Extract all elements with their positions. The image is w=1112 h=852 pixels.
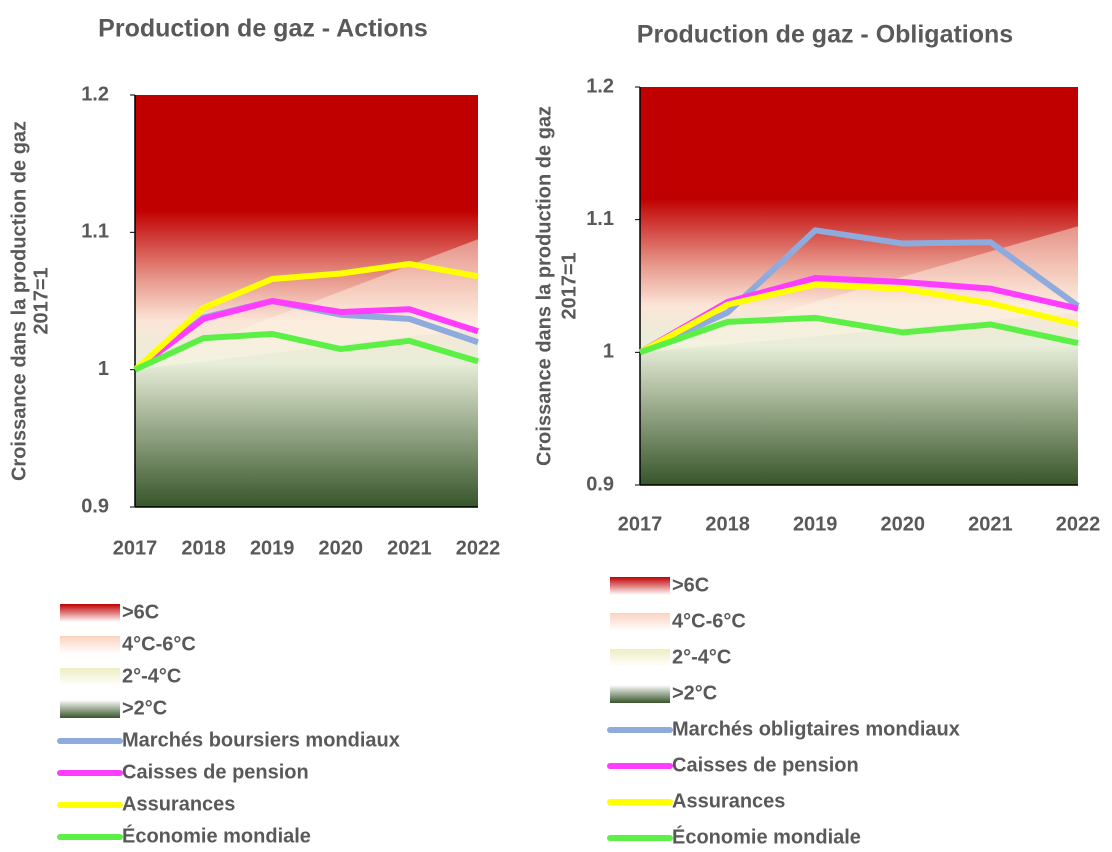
x-tick-label: 2017 [113,537,158,559]
x-tick-label: 2022 [1056,513,1101,535]
y-axis-label: Croissance dans la production de gaz [533,106,555,466]
x-tick-label: 2017 [618,513,663,535]
legend-label: >6C [672,574,709,596]
y-tick-label: 1.2 [81,83,109,105]
y-axis-sublabel: 2017=1 [558,252,580,319]
legend-swatch [610,613,670,631]
x-tick-label: 2021 [968,513,1013,535]
legend-swatch [60,668,120,686]
y-tick-label: 1.2 [586,75,614,97]
series-line [638,227,1080,356]
legend-label: Marchés boursiers mondiaux [122,729,400,751]
x-tick-label: 2018 [705,513,750,535]
y-axis-sublabel: 2017=1 [30,267,52,334]
x-tick-label: 2019 [793,513,838,535]
chart-title: Production de gaz - Obligations [637,21,1013,49]
y-tick-label: 0.9 [586,473,614,495]
legend-swatch [60,604,120,622]
legend-label: >6C [122,601,159,623]
legend-label: Assurances [122,793,235,815]
legend-label: Économie mondiale [672,825,861,848]
legend-swatch [610,685,670,703]
background-bands [135,95,478,507]
y-tick-label: 1 [98,358,109,380]
x-tick-label: 2019 [250,537,295,559]
legend-label: 2°-4°C [122,665,181,687]
series-line [132,260,479,372]
legend-label: Caisses de pension [672,754,859,776]
y-tick-label: 1.1 [586,208,614,230]
legend-label: Assurances [672,790,785,812]
legend-label: Caisses de pension [122,761,309,783]
series-line [133,330,479,373]
y-axis-label: Croissance dans la production de gaz [8,121,30,481]
legend-label: Marchés obligtaires mondiaux [672,718,960,740]
legend-swatch [610,649,670,667]
legend-label: Économie mondiale [122,824,311,847]
legend-label: 4°C-6°C [672,610,746,632]
x-tick-label: 2018 [181,537,226,559]
y-tick-label: 0.9 [81,495,109,517]
legend-label: >2°C [672,682,717,704]
legend-label: >2°C [122,697,167,719]
series-line [639,314,1079,356]
x-tick-label: 2020 [319,537,364,559]
legend-swatch [60,700,120,718]
y-tick-label: 1 [603,341,614,363]
x-tick-label: 2020 [881,513,926,535]
series-line [133,298,479,373]
series-line [638,281,1079,355]
x-tick-label: 2022 [456,537,501,559]
band-wedge [135,239,478,370]
chart-title: Production de gaz - Actions [98,15,428,43]
legend-label: 4°C-6°C [122,633,196,655]
y-tick-label: 1.1 [81,221,109,243]
legend-label: 2°-4°C [672,646,731,668]
legend-swatch [610,577,670,595]
legend-swatch [60,636,120,654]
x-tick-label: 2021 [387,537,432,559]
